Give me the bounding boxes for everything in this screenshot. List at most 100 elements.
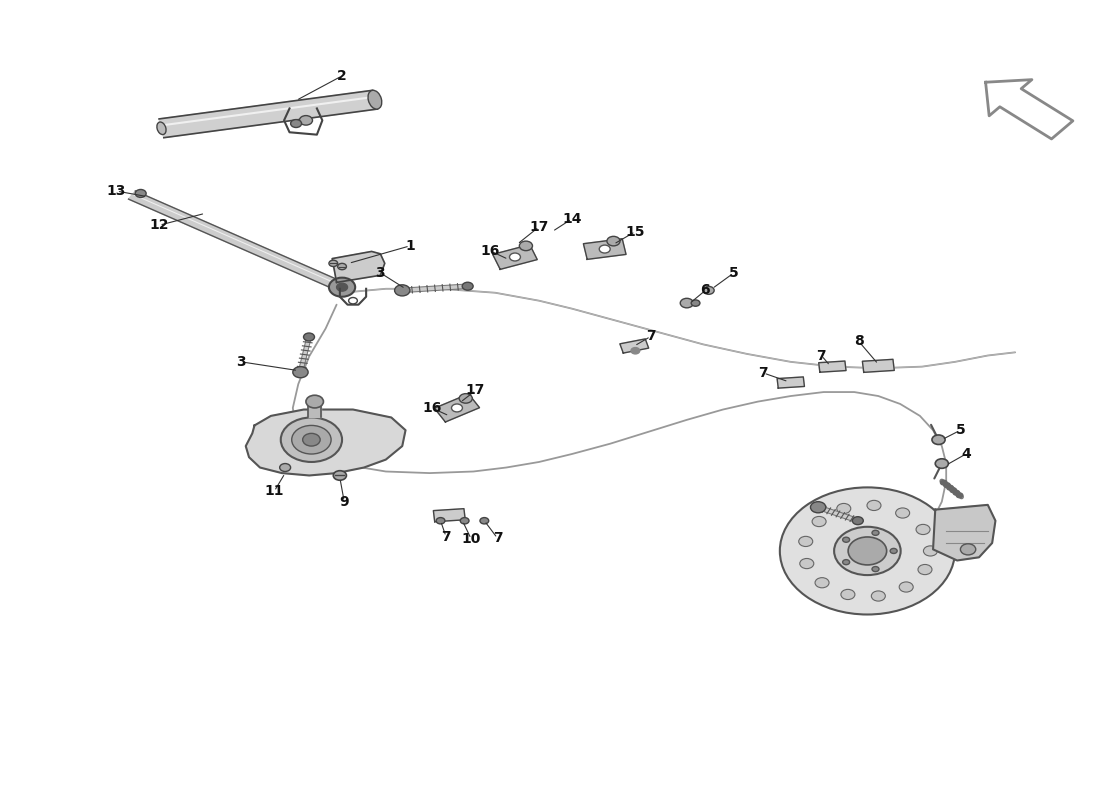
Polygon shape: [862, 359, 894, 372]
Text: 11: 11: [264, 484, 284, 498]
Circle shape: [600, 245, 610, 253]
Circle shape: [843, 560, 849, 565]
Circle shape: [607, 236, 620, 246]
Circle shape: [292, 426, 331, 454]
Circle shape: [460, 518, 469, 524]
Circle shape: [304, 333, 315, 341]
Polygon shape: [620, 339, 649, 353]
Circle shape: [923, 546, 937, 556]
Text: 5: 5: [956, 423, 966, 437]
Text: 9: 9: [340, 494, 349, 509]
Text: 16: 16: [422, 401, 441, 415]
Circle shape: [780, 487, 955, 614]
Text: 7: 7: [759, 366, 768, 380]
Text: 3: 3: [375, 266, 385, 280]
Circle shape: [872, 530, 879, 535]
Circle shape: [280, 418, 342, 462]
Text: 7: 7: [441, 530, 451, 544]
Circle shape: [871, 591, 886, 601]
Circle shape: [680, 298, 693, 308]
Circle shape: [899, 582, 913, 592]
Circle shape: [843, 537, 849, 542]
Polygon shape: [493, 245, 537, 270]
Circle shape: [349, 298, 358, 304]
Circle shape: [306, 395, 323, 408]
Polygon shape: [332, 251, 385, 282]
Polygon shape: [986, 80, 1072, 139]
Circle shape: [299, 115, 312, 125]
Circle shape: [812, 517, 826, 526]
Circle shape: [840, 590, 855, 599]
Text: 8: 8: [854, 334, 864, 348]
Circle shape: [631, 347, 640, 354]
Circle shape: [960, 544, 976, 555]
Text: 1: 1: [405, 239, 415, 253]
Circle shape: [950, 488, 957, 493]
Circle shape: [944, 482, 950, 487]
Text: 16: 16: [480, 244, 499, 258]
Circle shape: [703, 286, 714, 294]
Circle shape: [451, 404, 462, 412]
Text: 10: 10: [462, 532, 481, 546]
Polygon shape: [433, 509, 465, 522]
Circle shape: [509, 253, 520, 261]
Circle shape: [815, 578, 829, 588]
Circle shape: [480, 518, 488, 524]
Circle shape: [337, 283, 348, 291]
Polygon shape: [777, 377, 804, 388]
Circle shape: [932, 435, 945, 445]
Text: 2: 2: [338, 69, 346, 83]
Text: 4: 4: [961, 447, 971, 461]
Circle shape: [837, 503, 850, 514]
Polygon shape: [308, 406, 321, 418]
Polygon shape: [583, 238, 626, 259]
Circle shape: [329, 278, 355, 297]
Circle shape: [852, 517, 864, 525]
Circle shape: [867, 500, 881, 510]
Circle shape: [302, 434, 320, 446]
Text: 5: 5: [729, 266, 739, 280]
Circle shape: [290, 119, 301, 127]
Circle shape: [135, 190, 146, 198]
Circle shape: [338, 263, 346, 270]
Text: 13: 13: [107, 184, 126, 198]
Circle shape: [800, 558, 814, 569]
Circle shape: [437, 518, 444, 524]
Circle shape: [459, 394, 472, 403]
Polygon shape: [933, 505, 996, 561]
Circle shape: [918, 565, 932, 574]
Circle shape: [890, 549, 898, 554]
Circle shape: [293, 366, 308, 378]
Text: 14: 14: [562, 212, 582, 226]
Circle shape: [916, 524, 931, 534]
Circle shape: [940, 480, 947, 485]
Circle shape: [329, 260, 338, 266]
Circle shape: [799, 536, 813, 546]
Polygon shape: [245, 410, 406, 475]
Polygon shape: [129, 191, 345, 291]
Circle shape: [834, 526, 901, 575]
Text: 7: 7: [816, 349, 826, 362]
Circle shape: [691, 300, 700, 306]
Polygon shape: [160, 90, 377, 138]
Text: 12: 12: [150, 218, 169, 232]
Text: 17: 17: [529, 220, 549, 234]
Circle shape: [848, 537, 887, 565]
Circle shape: [811, 502, 826, 513]
Circle shape: [895, 508, 910, 518]
Circle shape: [953, 490, 959, 495]
Polygon shape: [434, 394, 480, 422]
Ellipse shape: [368, 90, 382, 109]
Text: 7: 7: [493, 531, 503, 546]
Circle shape: [395, 285, 410, 296]
Circle shape: [333, 470, 346, 480]
Circle shape: [935, 458, 948, 468]
Circle shape: [872, 566, 879, 572]
Polygon shape: [818, 361, 846, 372]
Circle shape: [519, 241, 532, 250]
Circle shape: [279, 463, 290, 471]
Text: 15: 15: [626, 225, 645, 238]
Text: 7: 7: [646, 330, 656, 343]
Ellipse shape: [157, 122, 166, 134]
Circle shape: [947, 486, 954, 490]
